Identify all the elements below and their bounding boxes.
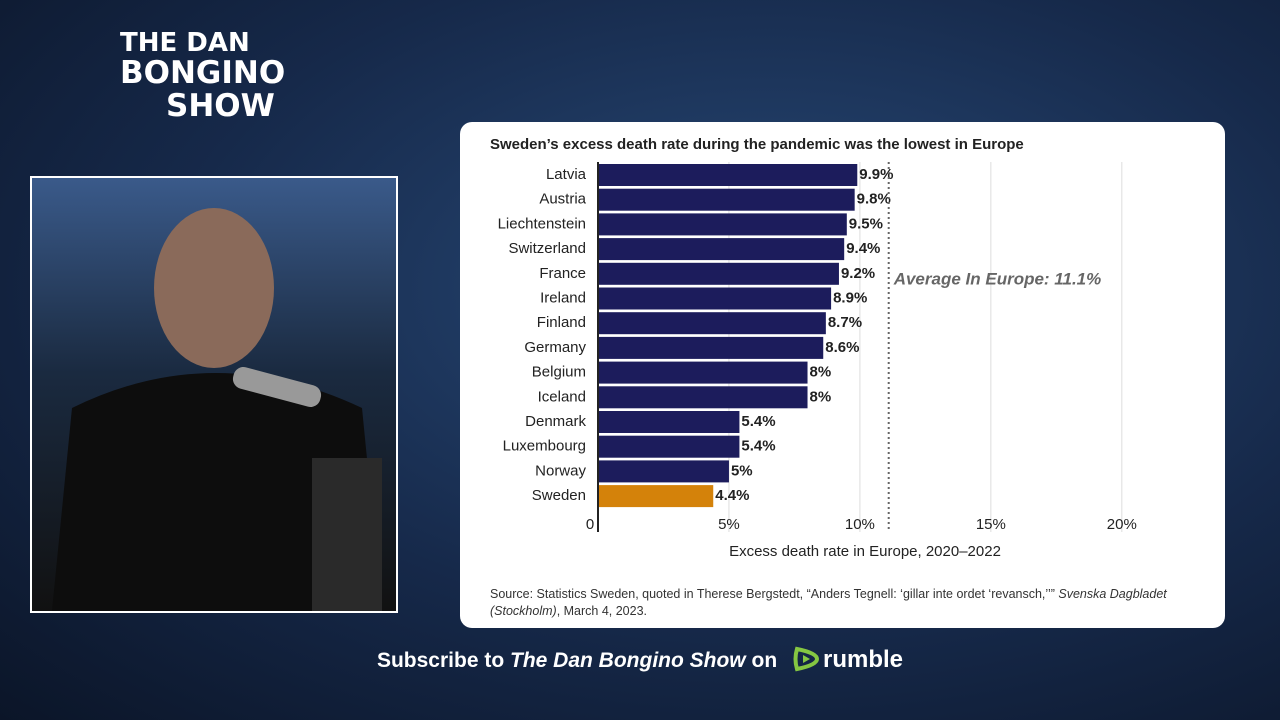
value-label: 8% [810,364,832,381]
category-label: Iceland [538,388,586,405]
x-tick-label: 5% [718,516,740,533]
category-label: Sweden [532,487,586,504]
reference-label: Average In Europe: 11.1% [893,269,1102,288]
chart: Sweden’s excess death rate during the pa… [490,136,1137,560]
value-label: 8.7% [828,314,862,331]
value-label: 9.8% [857,191,891,208]
bar [598,238,845,261]
x-axis-label: Excess death rate in Europe, 2020–2022 [729,543,1001,560]
footer-text: Subscribe to [376,649,510,672]
x-tick-label: 15% [976,516,1006,533]
bar [598,386,808,409]
logo: THE DAN BONGINO SHOW [120,30,285,122]
bar [598,188,855,211]
bar [598,460,729,483]
source-note: Source: Statistics Sweden, quoted in The… [490,586,1190,620]
category-label: Switzerland [508,240,586,257]
category-label: Denmark [525,413,586,430]
category-label: Finland [537,314,586,331]
logo-line: BONGINO [120,55,286,91]
x-tick-label: 10% [845,516,875,533]
category-label: Luxembourg [503,438,586,455]
category-label: Germany [524,339,586,356]
source-text: Svenska Dagbladet (Stockholm) [490,587,1167,618]
value-label: 4.4% [715,487,749,504]
x-tick-label: 0 [586,516,594,533]
value-label: 8.9% [833,289,867,306]
value-label: 8.6% [825,339,859,356]
source-text: , March 4, 2023. [556,604,648,618]
footer: Subscribe to The Dan Bongino Show on rum… [0,645,1280,674]
rumble-icon [793,646,820,672]
logo-line: SHOW [166,88,275,124]
value-label: 9.2% [841,265,875,282]
logo-line: THE DAN [120,28,250,58]
host-video [30,176,398,613]
chart-card: Sweden’s excess death rate during the pa… [460,122,1225,628]
category-label: Latvia [546,166,587,183]
category-label: Liechtenstein [498,215,586,232]
bar [598,336,824,359]
footer-show: The Dan Bongino Show [510,649,746,672]
category-label: France [539,265,586,282]
bar [598,287,832,310]
bar [598,411,740,433]
bar [598,213,847,236]
category-label: Belgium [532,364,586,381]
host-silhouette [52,208,382,611]
value-label: 9.9% [859,166,893,183]
value-label: 5% [731,462,753,479]
bar [598,164,858,186]
chart-title: Sweden’s excess death rate during the pa… [490,136,1024,153]
category-label: Ireland [540,289,586,306]
rumble-brand: rumble [823,646,904,673]
source-text: Source: Statistics Sweden, quoted in The… [490,587,1059,601]
value-label: 5.4% [741,413,775,430]
bar [598,435,740,458]
value-label: 5.4% [741,438,775,455]
value-label: 9.4% [846,240,880,257]
bar [598,361,808,384]
category-label: Austria [539,191,586,208]
value-label: 9.5% [849,215,883,232]
bar [598,262,839,285]
x-tick-label: 20% [1107,516,1137,533]
bar [598,312,826,335]
footer-text: on [745,649,778,672]
bar [598,485,714,508]
category-label: Norway [535,462,586,479]
value-label: 8% [810,388,832,405]
